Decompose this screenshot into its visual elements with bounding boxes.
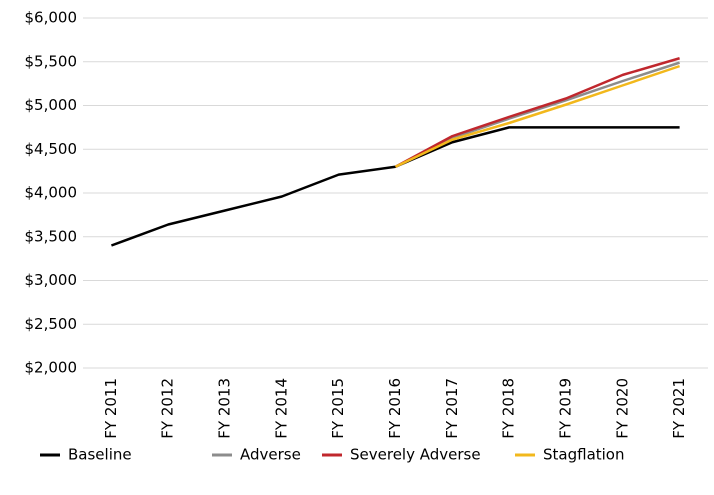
x-tick-label: FY 2021 — [670, 378, 688, 439]
y-tick-label: $5,500 — [25, 52, 78, 70]
x-tick-label: FY 2018 — [500, 378, 518, 439]
y-tick-label: $6,000 — [25, 9, 78, 27]
x-tick-label: FY 2016 — [386, 378, 404, 439]
x-tick-label: FY 2013 — [216, 378, 234, 439]
legend-label: Stagflation — [543, 446, 625, 464]
x-tick-label: FY 2019 — [556, 378, 574, 439]
line — [110, 126, 680, 247]
y-tick-label: $4,000 — [25, 184, 78, 202]
legend-label: Severely Adverse — [350, 446, 481, 464]
y-tick-label: $5,000 — [25, 96, 78, 114]
line — [394, 57, 680, 168]
x-tick-label: FY 2017 — [443, 378, 461, 439]
x-tick-label: FY 2011 — [102, 378, 120, 439]
legend-label: Adverse — [240, 446, 301, 464]
x-tick-label: FY 2012 — [159, 378, 177, 439]
x-tick-label: FY 2020 — [613, 378, 631, 439]
y-tick-label: $3,000 — [25, 271, 78, 289]
y-tick-label: $2,500 — [25, 315, 78, 333]
y-tick-label: $4,500 — [25, 140, 78, 158]
legend-label: Baseline — [68, 446, 132, 464]
line — [394, 61, 680, 168]
line — [394, 64, 680, 168]
x-tick-label: FY 2014 — [272, 378, 290, 439]
x-tick-label: FY 2015 — [329, 378, 347, 439]
y-tick-label: $3,500 — [25, 227, 78, 245]
y-tick-label: $2,000 — [25, 359, 78, 377]
